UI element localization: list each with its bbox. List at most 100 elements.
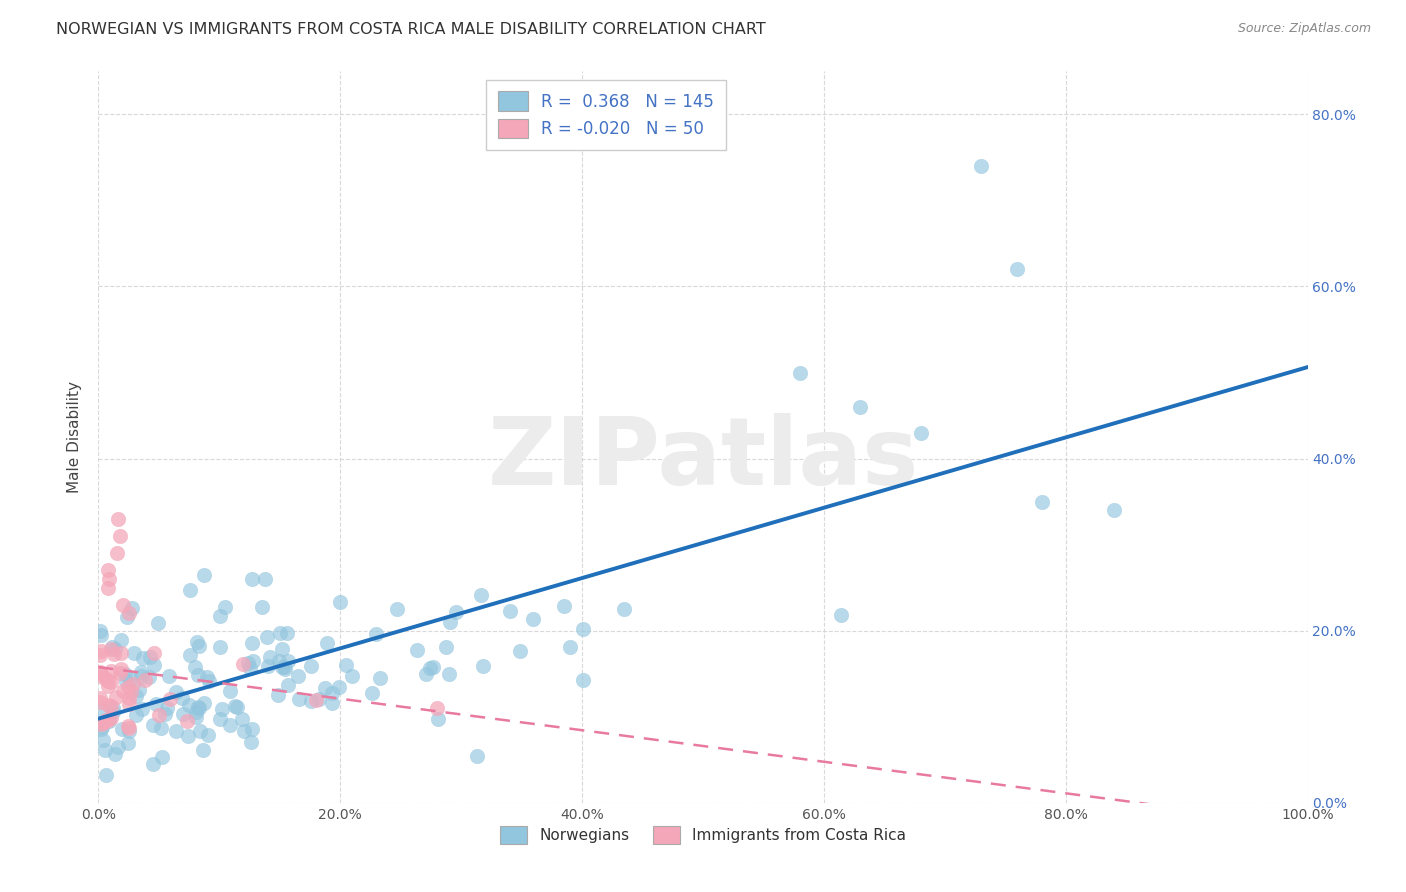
- Point: [105, 546, 128, 560]
- Point: [422, 660, 444, 674]
- Point: [139, 649, 162, 664]
- Point: [100, 675, 122, 690]
- Point: [427, 712, 450, 726]
- Point: [253, 573, 276, 587]
- Point: [211, 702, 233, 716]
- Point: [188, 724, 211, 739]
- Point: [117, 680, 139, 694]
- Point: [1031, 494, 1053, 508]
- Point: [187, 667, 209, 681]
- Point: [277, 654, 299, 668]
- Point: [1102, 503, 1125, 517]
- Point: [184, 710, 207, 724]
- Point: [830, 608, 852, 623]
- Point: [233, 724, 256, 739]
- Point: [118, 607, 141, 621]
- Point: [97, 674, 120, 689]
- Point: [94, 743, 117, 757]
- Point: [470, 588, 492, 602]
- Point: [314, 681, 336, 695]
- Point: [267, 655, 290, 669]
- Point: [120, 685, 142, 699]
- Point: [240, 572, 263, 586]
- Point: [305, 692, 328, 706]
- Point: [100, 664, 122, 678]
- Point: [91, 715, 114, 730]
- Point: [156, 701, 179, 715]
- Point: [129, 665, 152, 680]
- Point: [299, 658, 322, 673]
- Point: [299, 693, 322, 707]
- Point: [97, 698, 120, 712]
- Point: [270, 642, 292, 657]
- Point: [115, 609, 138, 624]
- Point: [118, 721, 141, 735]
- Point: [434, 640, 457, 654]
- Text: Source: ZipAtlas.com: Source: ZipAtlas.com: [1237, 22, 1371, 36]
- Point: [218, 684, 240, 698]
- Point: [111, 722, 134, 736]
- Point: [405, 643, 427, 657]
- Point: [110, 647, 132, 661]
- Point: [107, 739, 129, 754]
- Point: [94, 714, 117, 728]
- Point: [90, 628, 112, 642]
- Point: [191, 743, 214, 757]
- Point: [91, 720, 114, 734]
- Point: [613, 602, 636, 616]
- Point: [368, 671, 391, 685]
- Point: [100, 699, 122, 714]
- Point: [361, 686, 384, 700]
- Point: [364, 627, 387, 641]
- Point: [150, 722, 173, 736]
- Point: [98, 714, 121, 728]
- Point: [219, 718, 242, 732]
- Point: [91, 703, 114, 717]
- Point: [172, 691, 194, 706]
- Point: [107, 512, 129, 526]
- Point: [97, 572, 120, 586]
- Point: [89, 624, 111, 638]
- Point: [186, 635, 208, 649]
- Point: [97, 564, 120, 578]
- Point: [269, 626, 291, 640]
- Point: [176, 714, 198, 728]
- Point: [129, 669, 152, 683]
- Point: [148, 708, 170, 723]
- Point: [335, 658, 357, 673]
- Point: [256, 630, 278, 644]
- Point: [419, 661, 441, 675]
- Point: [437, 666, 460, 681]
- Point: [276, 626, 298, 640]
- Point: [187, 699, 209, 714]
- Point: [240, 734, 263, 748]
- Point: [560, 640, 582, 654]
- Point: [112, 598, 135, 612]
- Point: [89, 666, 111, 681]
- Point: [100, 642, 122, 657]
- Point: [104, 747, 127, 761]
- Point: [108, 529, 131, 543]
- Point: [110, 662, 132, 676]
- Point: [103, 700, 125, 714]
- Text: ZIPatlas: ZIPatlas: [488, 413, 918, 505]
- Point: [128, 683, 150, 698]
- Point: [165, 724, 187, 739]
- Point: [108, 665, 131, 680]
- Point: [90, 644, 112, 658]
- Point: [132, 650, 155, 665]
- Point: [114, 674, 136, 689]
- Point: [385, 601, 408, 615]
- Point: [110, 633, 132, 648]
- Point: [121, 601, 143, 615]
- Point: [426, 701, 449, 715]
- Point: [90, 717, 112, 731]
- Point: [789, 366, 811, 380]
- Point: [89, 648, 111, 662]
- Point: [117, 719, 139, 733]
- Point: [274, 663, 297, 677]
- Point: [209, 609, 232, 624]
- Point: [224, 699, 246, 714]
- Point: [553, 599, 575, 613]
- Point: [193, 568, 215, 582]
